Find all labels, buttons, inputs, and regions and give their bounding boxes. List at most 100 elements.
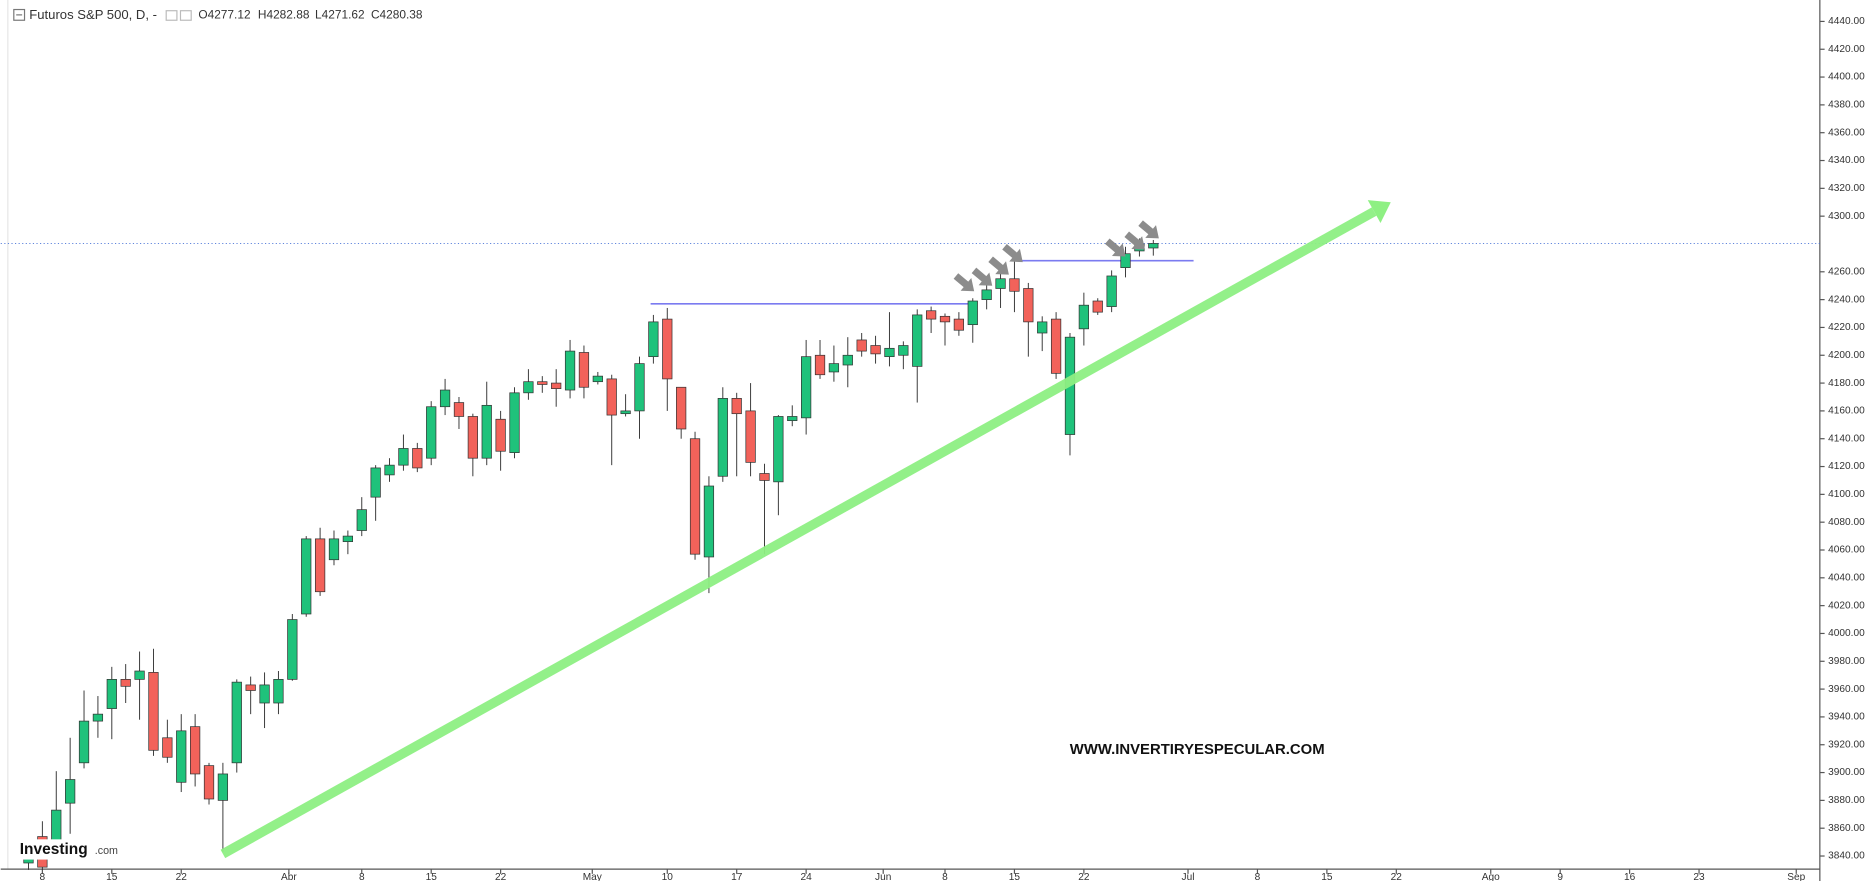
- logo-backdrop: [14, 839, 118, 860]
- candle-body: [537, 381, 548, 385]
- y-tick-label: 3940.00: [1828, 712, 1865, 723]
- candle-body: [1148, 243, 1159, 249]
- y-tick-label: 3860.00: [1828, 823, 1865, 834]
- candle-body: [995, 278, 1006, 289]
- candle-body: [1120, 253, 1131, 268]
- y-tick-label: 4420.00: [1828, 44, 1865, 55]
- candle-body: [78, 720, 90, 764]
- candle-body: [564, 350, 576, 391]
- candle-body: [1037, 321, 1048, 334]
- x-tick-label: 23: [1693, 872, 1705, 881]
- candle-body: [967, 300, 978, 326]
- candle-body: [662, 318, 673, 380]
- y-tick-label: 4440.00: [1828, 16, 1865, 27]
- candle-body: [828, 363, 840, 373]
- plot-layer: 3840.00 3860.00 3880.00 3900.00 3920.00 3940.…: [0, 16, 1865, 881]
- candle-body: [787, 416, 798, 421]
- hide-icon[interactable]: [179, 10, 192, 21]
- x-tick-label: Sep: [1787, 872, 1805, 881]
- candle-body: [1009, 278, 1020, 292]
- candle-body: [203, 765, 215, 800]
- marker-arrow: [988, 256, 1009, 275]
- settings-icon[interactable]: [165, 10, 178, 21]
- candle-body: [176, 730, 187, 783]
- candle-body: [676, 386, 687, 430]
- candle-body: [328, 538, 340, 561]
- candle-body: [259, 684, 270, 704]
- candle-body: [398, 448, 409, 466]
- x-tick-label: 22: [1078, 872, 1090, 881]
- x-tick-label: Jun: [875, 872, 891, 881]
- candle-body: [148, 672, 159, 751]
- y-tick-label: 4140.00: [1828, 433, 1865, 444]
- candle-body: [551, 382, 562, 390]
- x-tick-label: 17: [731, 872, 743, 881]
- logo: Investing: [20, 841, 88, 858]
- candle-body: [620, 410, 631, 415]
- candle-body: [939, 315, 951, 323]
- marker-arrow-shape: [1104, 238, 1126, 257]
- marker-arrow: [1104, 238, 1126, 257]
- x-tick-label: Jul: [1182, 872, 1195, 881]
- marker-arrow-shape: [953, 273, 975, 292]
- y-tick-label: 4300.00: [1828, 211, 1865, 222]
- candle-body: [92, 713, 104, 722]
- marker-arrow-shape: [1002, 244, 1023, 263]
- x-tick-label: 8: [942, 872, 948, 881]
- candle-body: [106, 679, 117, 709]
- candle-body: [1106, 275, 1117, 307]
- x-tick-label: 24: [801, 872, 813, 881]
- collapse-button[interactable]: [13, 8, 26, 21]
- candle-body: [648, 321, 659, 358]
- y-tick-label: 4260.00: [1828, 266, 1865, 277]
- y-tick-label: 4400.00: [1828, 72, 1865, 83]
- candle-body: [217, 773, 229, 801]
- candle-body: [273, 679, 284, 704]
- y-tick-label: 4360.00: [1828, 127, 1865, 138]
- candle-body: [495, 418, 506, 452]
- trend-arrowhead: [1367, 200, 1391, 223]
- y-tick-label: 4080.00: [1828, 517, 1865, 528]
- marker-arrow: [1138, 220, 1159, 239]
- candle-body: [342, 535, 353, 543]
- candle-body: [314, 538, 326, 593]
- marker-arrow: [971, 267, 993, 286]
- marker-arrow: [1002, 244, 1023, 263]
- candle-body: [370, 467, 381, 498]
- candle-body: [162, 737, 173, 758]
- candle-body: [287, 619, 298, 680]
- y-tick-label: 4340.00: [1828, 155, 1865, 166]
- y-tick-label: 3880.00: [1828, 795, 1865, 806]
- x-tick-label: 15: [106, 872, 118, 881]
- candle-body: [731, 398, 742, 415]
- candle-body: [467, 416, 478, 459]
- candle-body: [801, 356, 812, 419]
- y-tick-label: 4200.00: [1828, 350, 1865, 361]
- y-tick-label: 4180.00: [1828, 378, 1865, 389]
- candle-body: [1092, 300, 1103, 313]
- x-tick-label: Abr: [281, 872, 297, 881]
- x-tick-label: 9: [1557, 872, 1563, 881]
- x-tick-label: 22: [176, 872, 188, 881]
- candle-body: [134, 670, 145, 680]
- y-tick-label: 4040.00: [1828, 572, 1865, 583]
- candle-body: [814, 354, 826, 376]
- x-tick-label: Ago: [1482, 872, 1500, 881]
- y-tick-label: 4240.00: [1828, 294, 1865, 305]
- candle-body: [426, 406, 437, 459]
- y-tick-label: 4000.00: [1828, 628, 1865, 639]
- candle-body: [356, 509, 367, 531]
- y-tick-label: 3920.00: [1828, 739, 1865, 750]
- candle-body: [1050, 318, 1062, 374]
- chart-title: Futuros S&P 500, D, -: [29, 7, 157, 22]
- x-tick-label: 15: [1009, 872, 1021, 881]
- y-tick-label: 4060.00: [1828, 545, 1865, 556]
- candle-body: [842, 354, 853, 366]
- candle-body: [384, 464, 395, 476]
- candle-body: [925, 310, 937, 320]
- marker-arrow-shape: [988, 256, 1009, 275]
- candle-body: [856, 339, 867, 352]
